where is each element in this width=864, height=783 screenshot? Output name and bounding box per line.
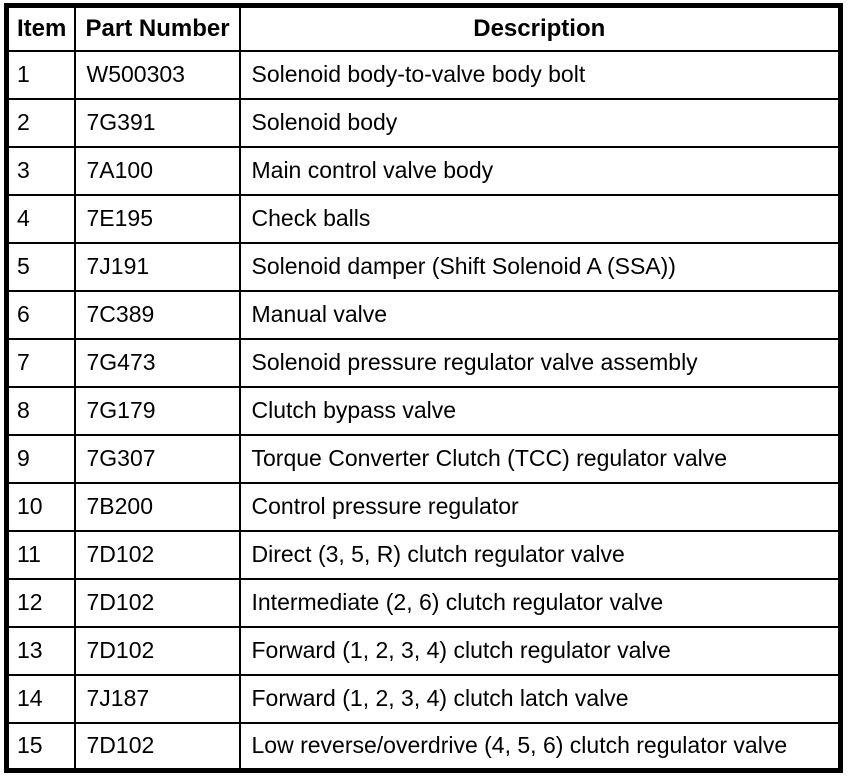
table-row: 1 W500303 Solenoid body-to-valve body bolt bbox=[5, 49, 842, 100]
description-cell: Solenoid body bbox=[238, 97, 842, 148]
part-number-cell: 7G179 bbox=[73, 385, 241, 436]
table-row: 6 7C389 Manual valve bbox=[5, 289, 842, 340]
header-row: Item Part Number Description bbox=[5, 4, 842, 52]
table-row: 15 7D102 Low reverse/overdrive (4, 5, 6) c… bbox=[5, 721, 842, 772]
parts-table-body: 1 W500303 Solenoid body-to-valve body bolt… bbox=[5, 49, 842, 772]
item-cell: 8 bbox=[5, 385, 76, 436]
part-number-cell: 7D102 bbox=[73, 625, 241, 676]
table-row: 13 7D102 Forward (1, 2, 3, 4) clutch regul… bbox=[5, 625, 842, 676]
description-cell: Check balls bbox=[238, 193, 842, 244]
part-number-cell: 7G307 bbox=[73, 433, 241, 484]
description-cell: Solenoid body-to-valve body bolt bbox=[238, 49, 842, 100]
table-row: 4 7E195 Check balls bbox=[5, 193, 842, 244]
item-cell: 3 bbox=[5, 145, 76, 196]
table-row: 7 7G473 Solenoid pressure regulator valve … bbox=[5, 337, 842, 388]
item-cell: 15 bbox=[5, 721, 76, 772]
item-cell: 6 bbox=[5, 289, 76, 340]
description-cell: Solenoid pressure regulator valve assemb… bbox=[238, 337, 842, 388]
description-cell: Manual valve bbox=[238, 289, 842, 340]
part-number-cell: 7D102 bbox=[73, 577, 241, 628]
column-header-description: Description bbox=[238, 4, 842, 52]
table-row: 8 7G179 Clutch bypass valve bbox=[5, 385, 842, 436]
description-cell: Direct (3, 5, R) clutch regulator valve bbox=[238, 529, 842, 580]
item-cell: 10 bbox=[5, 481, 76, 532]
description-cell: Clutch bypass valve bbox=[238, 385, 842, 436]
part-number-cell: 7G473 bbox=[73, 337, 241, 388]
item-cell: 5 bbox=[5, 241, 76, 292]
table-row: 2 7G391 Solenoid body bbox=[5, 97, 842, 148]
item-cell: 9 bbox=[5, 433, 76, 484]
description-cell: Low reverse/overdrive (4, 5, 6) clutch r… bbox=[238, 721, 842, 772]
part-number-cell: 7C389 bbox=[73, 289, 241, 340]
item-cell: 1 bbox=[5, 49, 76, 100]
part-number-cell: 7J187 bbox=[73, 673, 241, 724]
table-row: 5 7J191 Solenoid damper (Shift Solenoid A … bbox=[5, 241, 842, 292]
description-cell: Solenoid damper (Shift Solenoid A (SSA)) bbox=[238, 241, 842, 292]
item-cell: 7 bbox=[5, 337, 76, 388]
part-number-cell: 7A100 bbox=[73, 145, 241, 196]
parts-table: Item Part Number Description 1 W500303 Sol… bbox=[4, 3, 843, 773]
description-cell: Control pressure regulator bbox=[238, 481, 842, 532]
column-header-item: Item bbox=[5, 4, 76, 52]
part-number-cell: 7J191 bbox=[73, 241, 241, 292]
table-row: 3 7A100 Main control valve body bbox=[5, 145, 842, 196]
table-row: 9 7G307 Torque Converter Clutch (TCC) regu… bbox=[5, 433, 842, 484]
part-number-cell: W500303 bbox=[73, 49, 241, 100]
description-cell: Forward (1, 2, 3, 4) clutch regulator va… bbox=[238, 625, 842, 676]
description-cell: Main control valve body bbox=[238, 145, 842, 196]
item-cell: 11 bbox=[5, 529, 76, 580]
item-cell: 2 bbox=[5, 97, 76, 148]
table-row: 12 7D102 Intermediate (2, 6) clutch regula… bbox=[5, 577, 842, 628]
table-row: 11 7D102 Direct (3, 5, R) clutch regulator… bbox=[5, 529, 842, 580]
description-cell: Torque Converter Clutch (TCC) regulator … bbox=[238, 433, 842, 484]
description-cell: Intermediate (2, 6) clutch regulator val… bbox=[238, 577, 842, 628]
part-number-cell: 7D102 bbox=[73, 721, 241, 772]
description-cell: Forward (1, 2, 3, 4) clutch latch valve bbox=[238, 673, 842, 724]
part-number-cell: 7B200 bbox=[73, 481, 241, 532]
part-number-cell: 7G391 bbox=[73, 97, 241, 148]
part-number-cell: 7D102 bbox=[73, 529, 241, 580]
item-cell: 4 bbox=[5, 193, 76, 244]
table-row: 14 7J187 Forward (1, 2, 3, 4) clutch latch… bbox=[5, 673, 842, 724]
item-cell: 13 bbox=[5, 625, 76, 676]
item-cell: 14 bbox=[5, 673, 76, 724]
table-row: 10 7B200 Control pressure regulator bbox=[5, 481, 842, 532]
part-number-cell: 7E195 bbox=[73, 193, 241, 244]
item-cell: 12 bbox=[5, 577, 76, 628]
column-header-part-number: Part Number bbox=[73, 4, 241, 52]
